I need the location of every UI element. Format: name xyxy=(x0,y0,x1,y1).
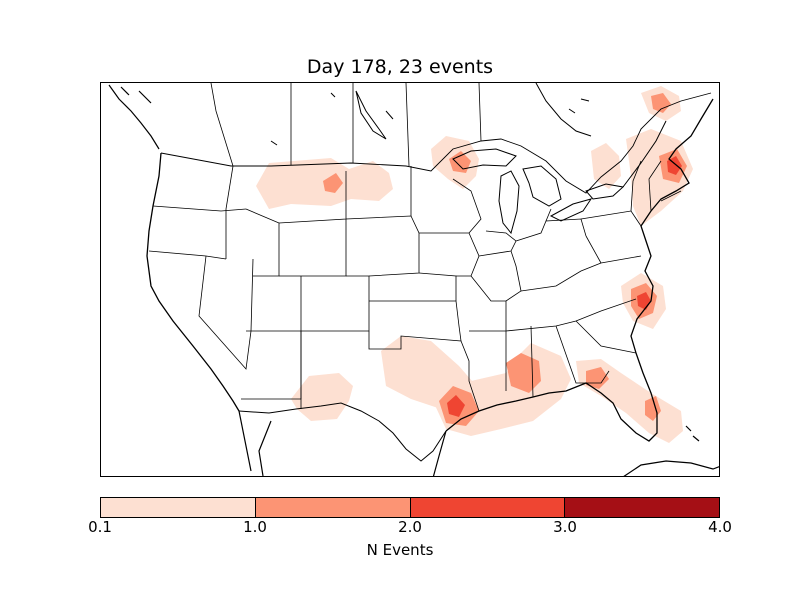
map-canvas xyxy=(108,83,719,476)
mexico-coastline xyxy=(238,410,447,476)
pacific-coastline xyxy=(146,152,240,412)
cuba-coastline xyxy=(623,460,719,476)
canadian-lakes xyxy=(270,92,590,146)
event-region-quebec xyxy=(591,143,621,189)
us-state-lines xyxy=(148,160,682,412)
colorbar-level-1 xyxy=(101,498,256,517)
colorbar-level-2 xyxy=(255,498,411,517)
st-lawrence xyxy=(622,120,667,188)
lake-winnipeg xyxy=(355,90,387,140)
lake-ontario xyxy=(585,183,625,200)
gulf-coastline xyxy=(445,352,658,442)
colorbar-label: N Events xyxy=(366,541,434,559)
colorbar xyxy=(100,497,720,518)
us-mexico-border xyxy=(238,402,447,462)
colorbar-level-4 xyxy=(565,498,719,517)
event-peak-texas xyxy=(447,395,465,417)
map-boundaries xyxy=(108,83,719,476)
hudson-bay-coast xyxy=(535,83,592,137)
event-core-michigan-up xyxy=(449,151,471,173)
canada-province-lines xyxy=(210,83,482,167)
colorbar-tick: 3.0 xyxy=(553,518,577,536)
event-core-florida-panhandle xyxy=(586,367,609,389)
colorbar-tick: 1.0 xyxy=(243,518,267,536)
lake-huron xyxy=(522,165,562,207)
colorbar-tick: 0.1 xyxy=(88,518,112,536)
event-density-level-1 xyxy=(256,86,693,443)
lake-michigan xyxy=(498,170,520,235)
map-panel xyxy=(100,82,720,477)
bahamas-islands xyxy=(685,425,700,442)
map-title: Day 178, 23 events xyxy=(306,56,494,78)
us-canada-border xyxy=(160,92,712,194)
event-core-maine xyxy=(651,93,671,113)
bc-coastline xyxy=(108,84,160,150)
event-core-north-dakota xyxy=(323,173,343,193)
event-region-new-mexico xyxy=(291,373,353,421)
colorbar-tick: 2.0 xyxy=(398,518,422,536)
lake-superior xyxy=(452,148,517,170)
lake-erie xyxy=(549,198,593,222)
colorbar-tick: 4.0 xyxy=(708,518,732,536)
colorbar-level-3 xyxy=(410,498,566,517)
